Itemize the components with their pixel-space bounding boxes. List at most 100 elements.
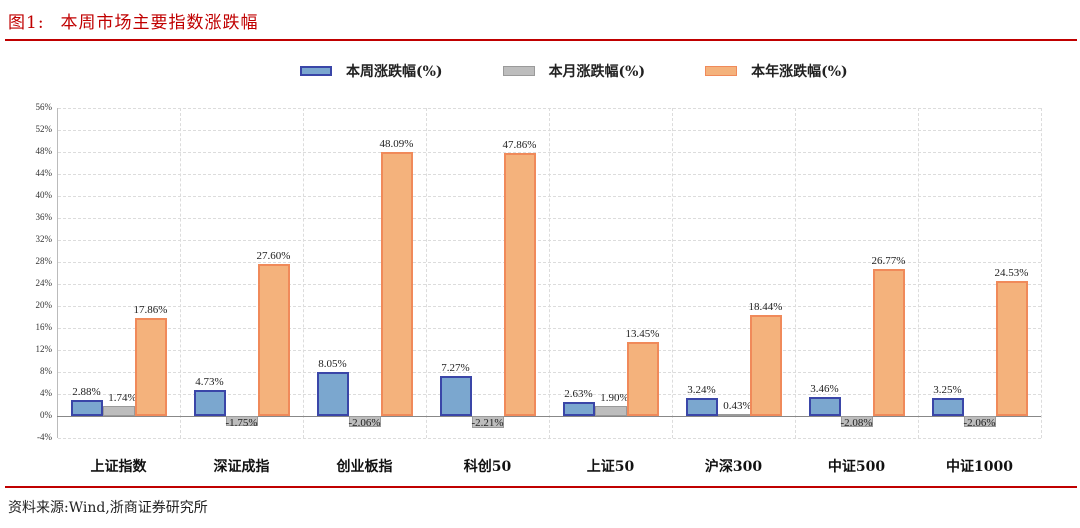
figure-title: 图1: 本周市场主要指数涨跌幅 [8,8,259,33]
x-category-label: 沪深300 [704,459,763,475]
data-label: 24.53% [994,267,1029,280]
y-tick-label: 20% [35,300,53,310]
data-label: 4.73% [195,375,224,388]
data-label: 27.60% [256,250,291,263]
y-tick-label: 44% [35,168,53,178]
bar-weekly [316,371,349,416]
bar-yearly [995,281,1028,416]
data-label: 0.43% [723,399,752,412]
bar-monthly [102,406,135,416]
grid-line-vertical [303,108,304,438]
bar-monthly [225,416,258,426]
grid-line-horizontal [58,438,1041,439]
y-tick-label: 8% [40,366,52,376]
bar-yearly [626,342,659,416]
data-label: -2.08% [840,417,873,429]
bar-monthly [963,416,996,428]
legend-item-weekly: 本周涨跌幅(%) [300,61,443,81]
data-label: 26.77% [871,254,906,267]
figure-title-text: 本周市场主要指数涨跌幅 [60,13,259,33]
data-label: 1.74% [108,392,137,405]
bar-monthly [348,416,381,428]
chart-legend: 本周涨跌幅(%) 本月涨跌幅(%) 本年涨跌幅(%) [300,61,886,81]
data-label: 3.46% [810,382,839,395]
grid-line-vertical [180,108,181,438]
legend-label-monthly: 本月涨跌幅(%) [548,64,646,80]
x-category-label: 上证指数 [90,459,147,475]
bar-yearly [503,152,536,416]
legend-label-weekly: 本周涨跌幅(%) [346,64,443,80]
bar-yearly [380,151,413,416]
grid-line-vertical [672,108,673,438]
x-category-label: 中证500 [827,459,886,475]
y-tick-label: 32% [35,234,53,244]
y-tick-label: 4% [40,388,52,398]
bar-weekly [70,400,103,416]
legend-swatch-monthly [502,66,535,76]
x-category-label: 创业板指 [336,459,393,475]
legend-item-monthly: 本月涨跌幅(%) [502,61,646,81]
data-label: 18.44% [748,300,783,313]
data-label: 8.05% [318,357,347,370]
data-label: 3.24% [687,384,716,397]
data-label: -2.06% [348,417,381,429]
bar-weekly [685,398,718,416]
y-tick-label: 52% [35,124,53,134]
bar-monthly [840,416,873,428]
legend-swatch-weekly [300,66,332,76]
y-axis [57,108,58,438]
bar-monthly [594,405,627,416]
data-label: 13.45% [625,328,660,341]
bar-weekly [193,389,226,416]
bar-yearly [749,314,782,416]
data-label: 47.86% [502,138,537,151]
data-label: 2.88% [72,386,101,399]
data-label: 2.63% [564,387,593,400]
legend-label-yearly: 本年涨跌幅(%) [751,64,848,80]
grid-line-vertical [549,108,550,438]
grid-line-vertical [918,108,919,438]
y-tick-label: -4% [37,432,52,442]
zero-line [57,416,1041,417]
y-tick-label: 48% [35,146,53,156]
bar-weekly [562,401,595,416]
legend-swatch-yearly [705,66,738,76]
y-tick-label: 28% [35,256,53,266]
bar-monthly [717,413,750,416]
x-category-label: 中证1000 [946,459,1013,475]
x-category-label: 科创50 [463,459,512,475]
y-tick-label: 40% [35,190,53,200]
grid-line-vertical [1041,108,1042,438]
bar-yearly [257,264,290,416]
legend-item-yearly: 本年涨跌幅(%) [705,61,848,81]
data-label: 3.25% [933,384,962,397]
x-category-label: 深证成指 [213,459,270,475]
bar-weekly [439,376,472,416]
bar-yearly [872,268,905,416]
x-category-label: 上证50 [586,459,635,475]
y-tick-label: 36% [35,212,53,222]
y-tick-label: 56% [35,102,53,112]
data-label: 7.27% [441,362,470,374]
data-label: 48.09% [379,137,414,150]
data-label: 1.90% [600,391,629,404]
y-tick-label: 16% [35,322,53,332]
top-rule [5,39,1077,41]
grid-line-vertical [426,108,427,438]
bar-monthly [471,416,504,429]
bottom-rule [5,486,1077,488]
bar-weekly [808,396,841,416]
data-label: -2.06% [963,417,996,429]
bar-weekly [931,398,964,416]
y-tick-label: 24% [35,278,53,288]
data-label: 17.86% [133,303,168,316]
y-tick-label: 0% [40,410,52,420]
y-tick-label: 12% [35,344,53,354]
data-label: -2.21% [471,417,504,429]
data-label: -1.75% [225,417,258,429]
bar-yearly [134,317,167,416]
figure-number: 图1: [8,13,45,33]
grid-line-vertical [795,108,796,438]
source-note: 资料来源:Wind,浙商证券研究所 [8,500,208,516]
